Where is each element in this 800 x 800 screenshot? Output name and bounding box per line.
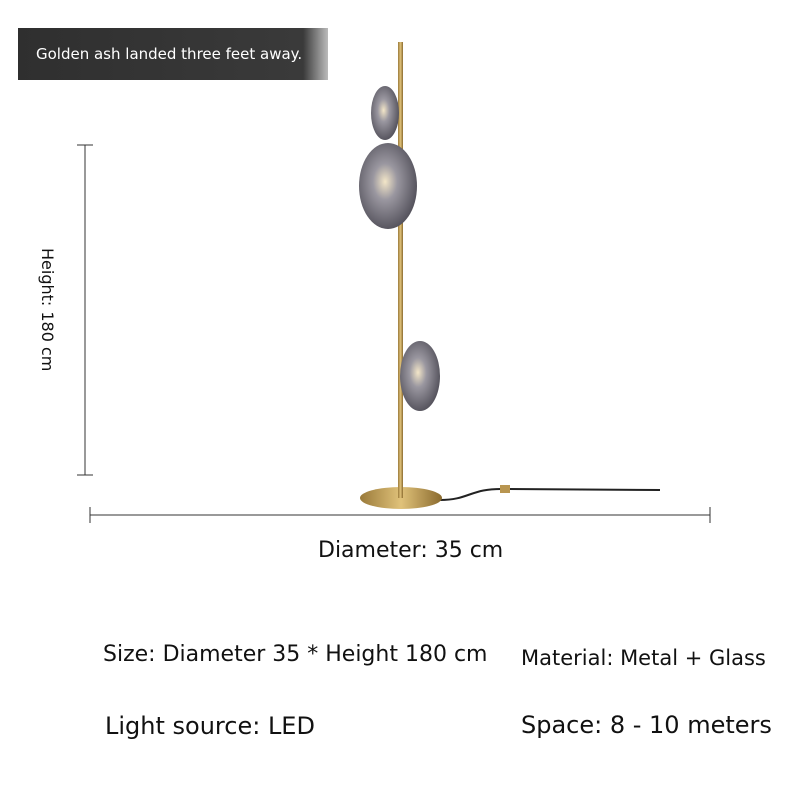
cord-switch — [500, 485, 510, 493]
spec-material: Material: Metal + Glass — [521, 646, 766, 670]
spec-size: Size: Diameter 35 * Height 180 cm — [103, 642, 488, 667]
height-label: Height: 180 cm — [38, 248, 57, 372]
glass-shade — [400, 341, 440, 411]
caption: Golden ash landed three feet away. — [18, 28, 328, 80]
lamp-pole — [398, 42, 403, 498]
spec-light-source: Light source: LED — [105, 712, 315, 740]
glass-shade — [359, 143, 417, 229]
diameter-dimension — [89, 507, 711, 523]
power-cord — [439, 487, 661, 501]
height-dimension — [77, 144, 93, 476]
glass-shade — [371, 86, 399, 140]
diameter-label: Diameter: 35 cm — [318, 538, 504, 563]
spec-space: Space: 8 - 10 meters — [521, 711, 772, 739]
